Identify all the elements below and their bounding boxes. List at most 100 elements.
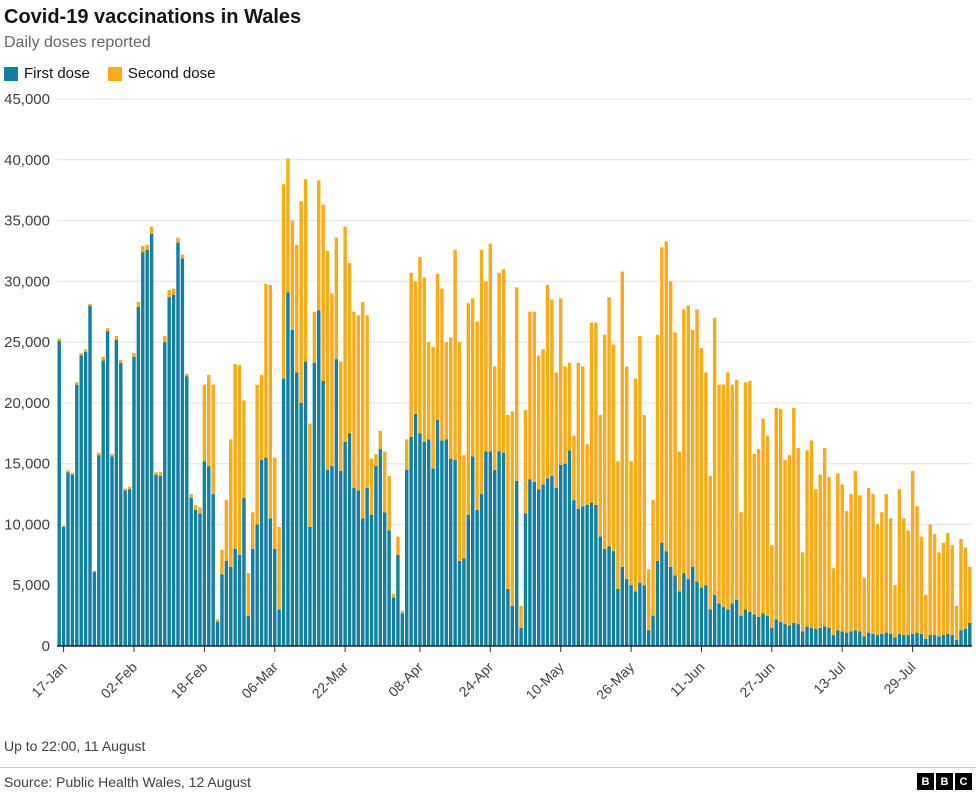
first-dose-bar	[180, 258, 185, 646]
second-dose-bar	[862, 577, 866, 637]
source-text: Source: Public Health Wales, 12 August	[4, 773, 251, 790]
second-dose-bar	[215, 619, 220, 622]
first-dose-bar	[470, 456, 475, 646]
first-dose-bar	[523, 513, 528, 646]
second-dose-bar	[545, 284, 550, 479]
second-dose-bar	[730, 384, 734, 604]
second-dose-bar	[303, 179, 308, 362]
first-dose-bar	[712, 594, 717, 646]
first-dose-bar	[594, 505, 598, 646]
second-dose-bar	[655, 334, 660, 561]
second-dose-bar	[853, 470, 858, 631]
first-dose-bar	[233, 548, 237, 646]
first-dose-bar	[655, 560, 660, 646]
first-dose-bar	[598, 536, 602, 646]
second-dose-bar	[910, 470, 915, 634]
first-dose-bar	[787, 625, 792, 646]
first-dose-bar	[207, 466, 211, 646]
first-dose-bar	[484, 451, 488, 646]
second-dose-bar	[185, 373, 189, 377]
second-dose-bar	[510, 411, 515, 606]
first-dose-bar	[453, 460, 457, 646]
first-dose-bar	[475, 509, 479, 646]
second-dose-bar	[717, 384, 721, 604]
second-dose-bar	[233, 363, 237, 549]
first-dose-bar	[149, 233, 154, 646]
second-dose-bar	[677, 451, 682, 592]
first-dose-bar	[897, 633, 902, 646]
second-dose-bar	[325, 250, 330, 470]
x-axis-label: 29-Jul	[880, 659, 918, 697]
first-dose-bar	[242, 497, 246, 646]
second-dose-bar	[145, 244, 149, 250]
second-dose-bar	[651, 500, 655, 616]
first-dose-legend-label: First dose	[24, 65, 90, 82]
first-dose-bar	[884, 632, 888, 646]
chart-title: Covid-19 vaccinations in Wales	[4, 6, 302, 28]
first-dose-bar	[211, 494, 215, 646]
first-dose-bar	[629, 585, 633, 646]
second-dose-bar	[594, 322, 598, 505]
first-dose-bar	[171, 294, 176, 646]
first-dose-bar	[268, 518, 273, 646]
first-dose-bar	[840, 631, 844, 646]
first-dose-bar	[405, 469, 409, 646]
second-dose-bar	[273, 457, 277, 549]
first-dose-bar	[277, 609, 281, 646]
second-dose-bar	[787, 455, 792, 626]
first-dose-bar	[743, 609, 748, 646]
first-dose-bar	[132, 356, 136, 646]
first-dose-bar	[510, 605, 515, 646]
second-dose-bar	[427, 342, 431, 440]
second-dose-bar	[567, 362, 572, 451]
first-dose-bar	[695, 581, 699, 646]
second-dose-bar	[638, 336, 642, 583]
second-dose-bar	[295, 244, 299, 373]
second-dose-bar	[902, 518, 906, 636]
second-dose-bar	[928, 524, 932, 636]
second-dose-bar	[352, 311, 356, 488]
second-dose-bar	[827, 477, 831, 628]
first-dose-bar	[501, 452, 506, 646]
second-dose-bar	[501, 269, 506, 453]
first-dose-bar	[822, 626, 827, 646]
second-dose-bar	[259, 374, 264, 461]
second-dose-bar	[968, 566, 972, 623]
first-dose-bar	[158, 475, 163, 646]
second-dose-bar	[550, 299, 554, 476]
first-dose-bar	[673, 575, 677, 646]
x-axis-label: 27-Jun	[736, 659, 778, 699]
second-dose-bar	[708, 475, 712, 610]
first-dose-bar	[488, 451, 493, 646]
first-dose-bar	[220, 574, 224, 646]
bbc-logo-block: C	[955, 773, 972, 790]
second-dose-bar	[149, 226, 154, 234]
first-dose-bar	[259, 460, 264, 646]
first-dose-bar	[800, 631, 805, 646]
first-dose-bar	[941, 635, 946, 646]
second-dose-bar	[514, 287, 519, 481]
second-dose-bar	[299, 201, 303, 403]
second-dose-bar	[321, 204, 325, 382]
first-dose-bar	[827, 627, 831, 646]
second-dose-bar	[391, 593, 396, 598]
second-dose-bar	[497, 272, 501, 452]
second-dose-bar	[66, 470, 70, 473]
second-dose-bar	[224, 500, 229, 561]
second-dose-bar	[396, 536, 400, 555]
first-dose-bar	[580, 506, 585, 646]
y-axis-label: 25,000	[4, 334, 50, 351]
first-dose-bar	[589, 502, 594, 646]
second-dose-bar	[523, 410, 528, 514]
second-dose-bar	[189, 494, 193, 498]
first-dose-bar	[321, 381, 325, 646]
first-dose-bar	[756, 616, 761, 646]
second-dose-bar	[193, 505, 198, 510]
first-dose-bar	[616, 588, 620, 646]
second-dose-bar	[413, 281, 418, 414]
first-dose-bar	[836, 630, 840, 646]
first-dose-bar	[690, 566, 695, 646]
first-dose-bar	[114, 339, 119, 646]
chart-area: 0 5,000 10,000 15,000 20,000 25,000 30,000 35,0…	[0, 84, 976, 704]
second-dose-bar	[734, 379, 739, 600]
